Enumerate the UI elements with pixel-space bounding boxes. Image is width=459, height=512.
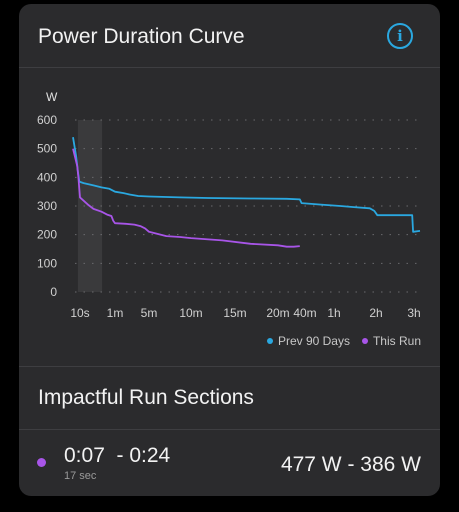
legend-item-prev[interactable]: Prev 90 Days xyxy=(266,334,350,348)
section-duration: 17 sec xyxy=(64,470,97,482)
x-tick-label: 5m xyxy=(141,306,158,320)
section-time-range: 0:07 - 0:24 xyxy=(64,444,171,467)
legend-label-prev: Prev 90 Days xyxy=(277,334,350,348)
x-tick-label: 1h xyxy=(327,306,340,320)
divider xyxy=(19,67,440,68)
x-tick-label: 20m xyxy=(266,306,289,320)
y-axis-label: W xyxy=(46,90,58,104)
y-tick-label: 300 xyxy=(37,199,57,213)
x-tick-label: 10s xyxy=(70,306,89,320)
y-tick-label: 500 xyxy=(37,142,57,156)
divider xyxy=(19,366,440,367)
legend-dot-prev xyxy=(266,338,273,344)
legend-label-run: This Run xyxy=(372,334,421,348)
y-tick-label: 0 xyxy=(50,285,57,299)
card-title: Power Duration Curve xyxy=(38,25,245,48)
divider xyxy=(19,429,440,430)
info-icon[interactable]: i xyxy=(387,23,413,49)
x-tick-label: 3h xyxy=(407,306,420,320)
x-tick-label: 10m xyxy=(179,306,202,320)
x-tick-label: 1m xyxy=(107,306,124,320)
this-run-dot xyxy=(37,458,46,467)
x-tick-label: 2h xyxy=(369,306,382,320)
x-tick-label: 15m xyxy=(223,306,246,320)
run-section-row[interactable]: 0:07 - 0:24 17 sec 477 W - 386 W xyxy=(19,440,440,490)
chart-legend: Prev 90 Days This Run xyxy=(266,334,421,348)
section-title: Impactful Run Sections xyxy=(38,386,254,409)
y-tick-label: 100 xyxy=(37,256,57,270)
y-tick-label: 200 xyxy=(37,228,57,242)
power-duration-card: Power Duration Curve i W 0 100 200 300 400 500… xyxy=(19,4,440,496)
series-line-run xyxy=(72,148,300,248)
series-line-prev xyxy=(72,137,421,233)
legend-item-run[interactable]: This Run xyxy=(361,334,421,348)
x-tick-label: 40m xyxy=(293,306,316,320)
y-tick-label: 400 xyxy=(37,170,57,184)
section-watts: 477 W - 386 W xyxy=(280,453,421,476)
legend-dot-run xyxy=(361,338,368,344)
power-duration-chart: W 0 100 200 300 400 500 600 10s 1m 5m 10m 15m 20m 40m 1… xyxy=(37,90,421,320)
y-tick-label: 600 xyxy=(37,113,57,127)
